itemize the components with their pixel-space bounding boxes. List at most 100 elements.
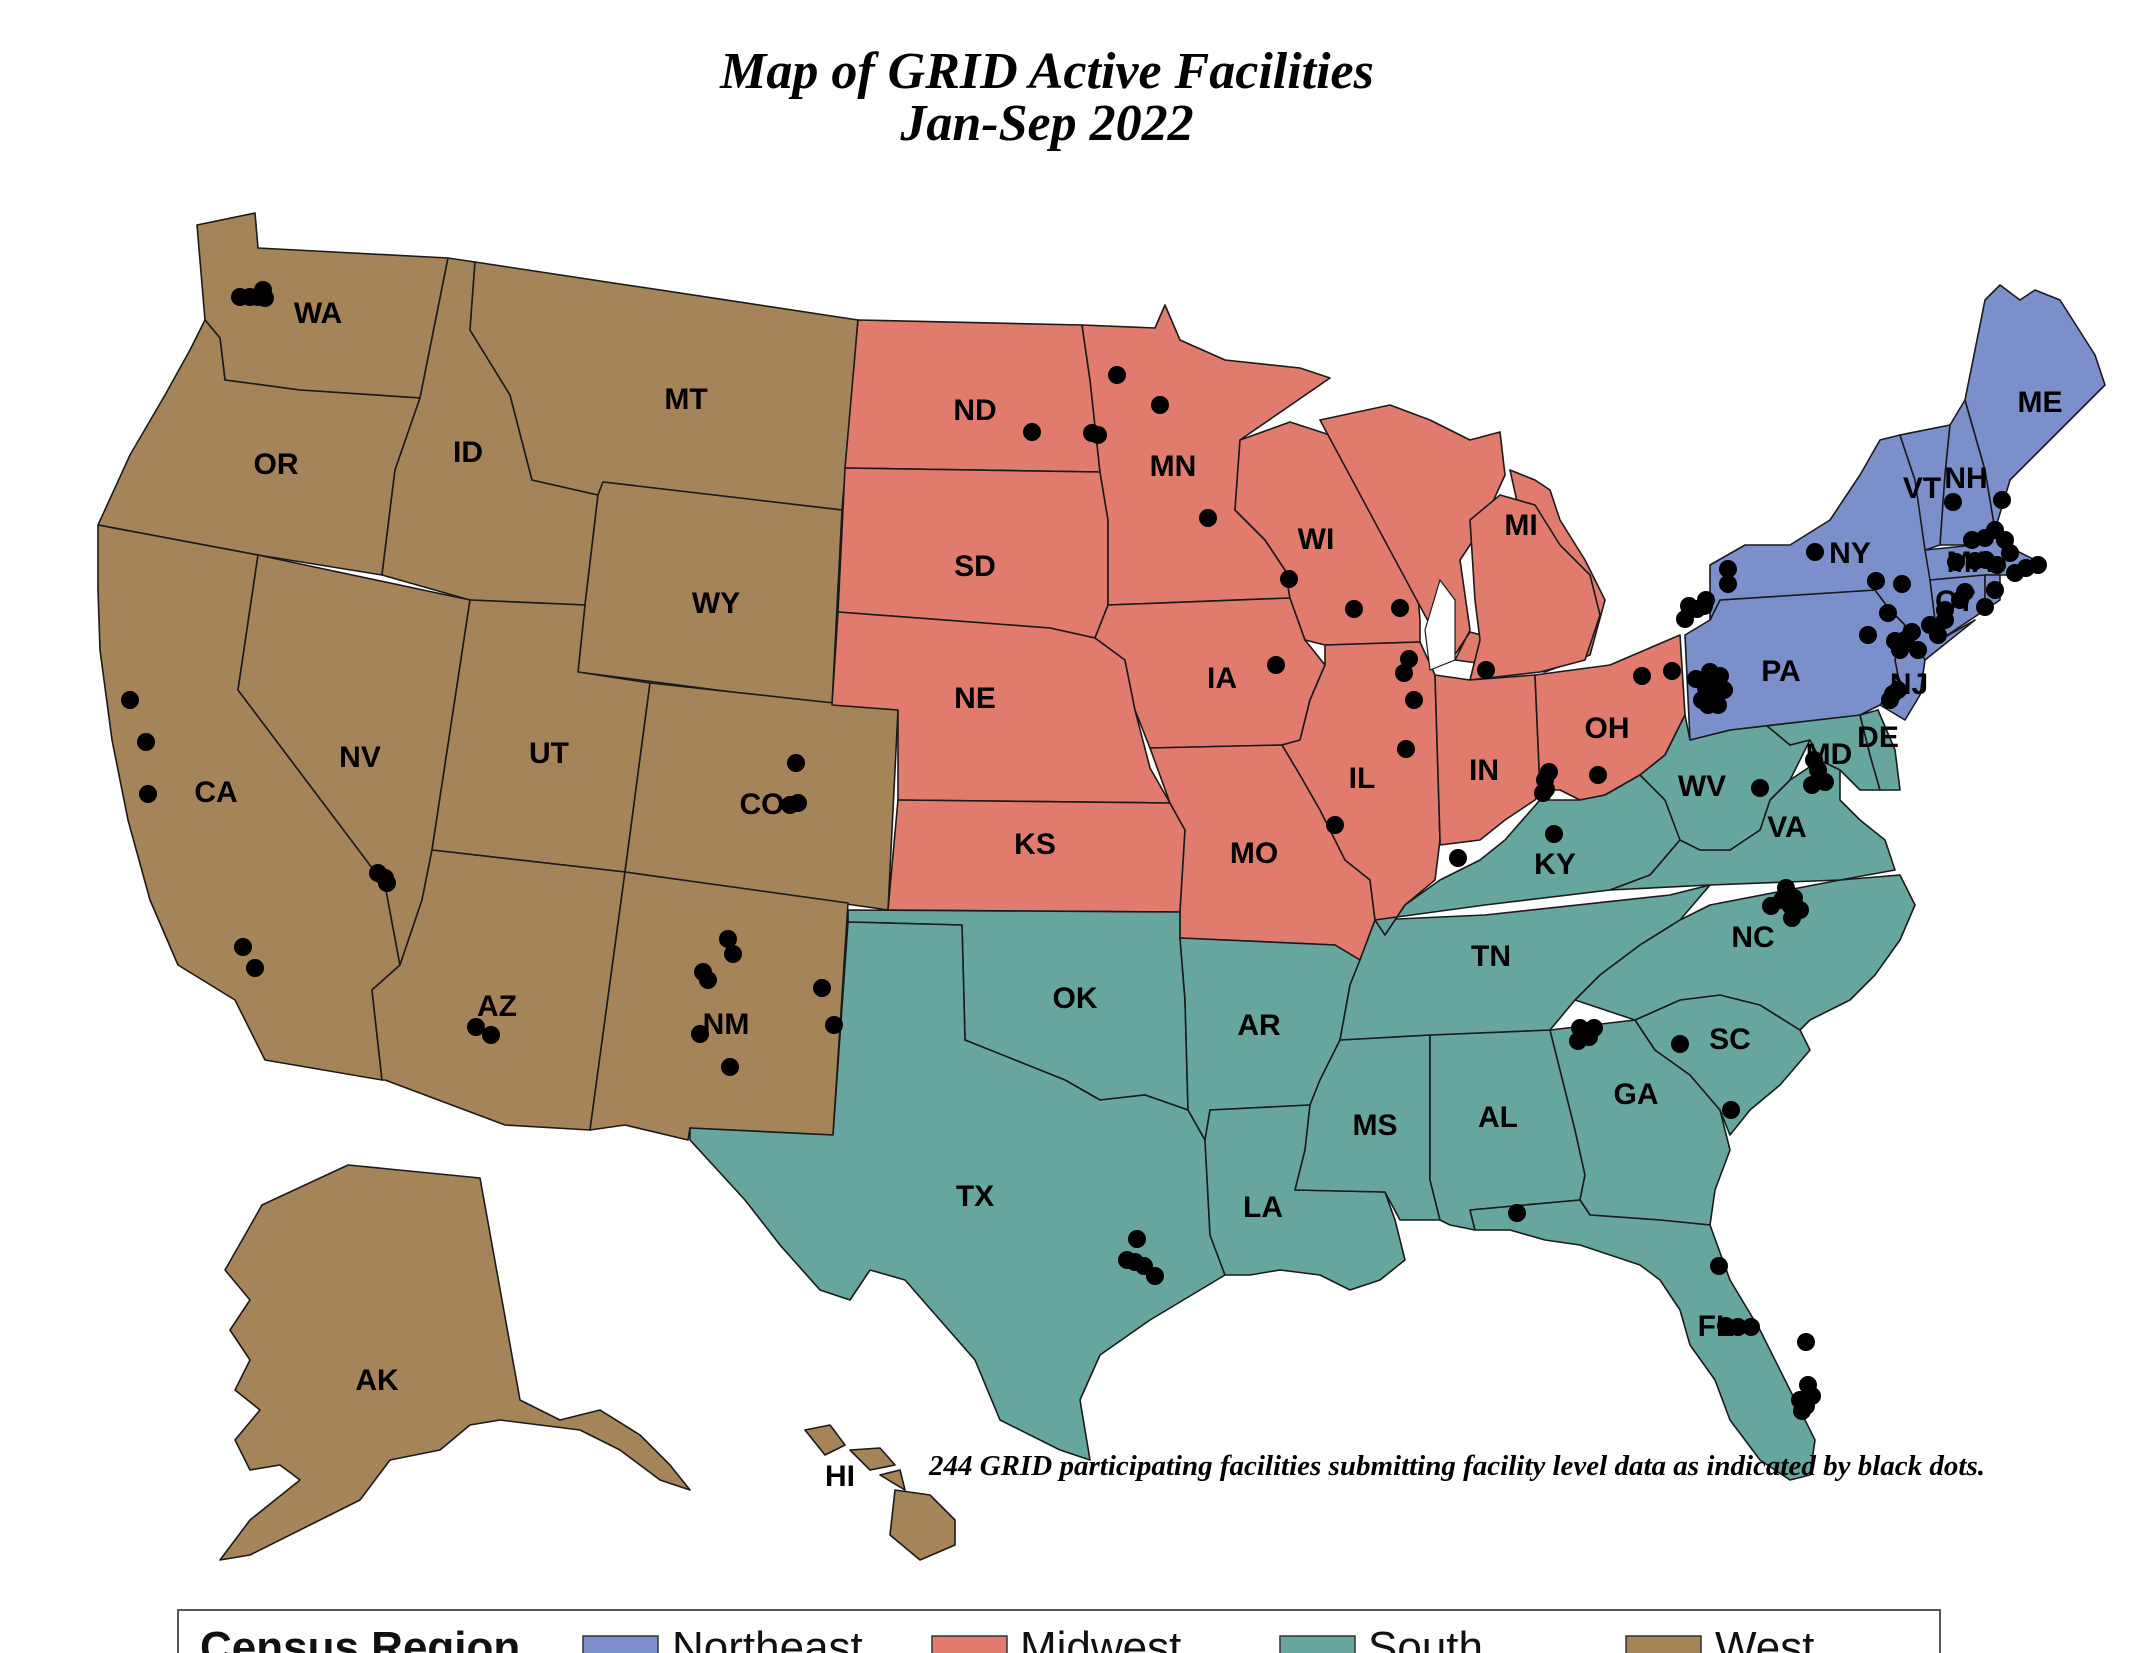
label-ne: NE [954, 682, 996, 715]
label-ar: AR [1237, 1009, 1281, 1042]
state-ky [1374, 774, 1681, 936]
state-tx [689, 921, 1226, 1461]
label-pa: PA [1761, 655, 1800, 688]
map-title-line1: Map of GRID Active Facilities [719, 43, 1374, 100]
facility-dot [1711, 667, 1729, 685]
facility-dot [1777, 879, 1795, 897]
facility-dot [1797, 1333, 1815, 1351]
region-south [689, 709, 1916, 1481]
facility-dot [813, 979, 831, 997]
facility-dot [2001, 544, 2019, 562]
facility-dot [1805, 751, 1823, 769]
label-ms: MS [1353, 1109, 1398, 1142]
label-la: LA [1243, 1191, 1283, 1224]
label-in: IN [1469, 754, 1499, 787]
label-mt: MT [664, 383, 707, 416]
facility-dot [1929, 626, 1947, 644]
label-nc: NC [1731, 921, 1774, 954]
legend-label-south: South [1368, 1623, 1483, 1653]
legend-title: Census Region [200, 1623, 520, 1653]
label-wa: WA [294, 297, 342, 330]
label-sd: SD [954, 550, 996, 583]
label-ny: NY [1829, 537, 1871, 570]
facility-dot [1534, 784, 1552, 802]
facility-dot [1710, 1257, 1728, 1275]
facility-dot [1108, 366, 1126, 384]
facility-dot [699, 971, 717, 989]
lake-michigan [1424, 578, 1456, 671]
label-or: OR [254, 448, 299, 481]
facility-dot [246, 959, 264, 977]
facility-note: 244 GRID participating facilities submit… [928, 1450, 1985, 1482]
facility-dot [1976, 598, 1994, 616]
facility-dot [467, 1018, 485, 1036]
facility-dot [721, 1058, 739, 1076]
facility-dot [1663, 662, 1681, 680]
label-vt: VT [1903, 472, 1941, 505]
facility-dot [1391, 599, 1409, 617]
label-az: AZ [477, 990, 517, 1023]
facility-dot [1993, 491, 2011, 509]
facility-dot [254, 281, 272, 299]
facility-dot [1128, 1230, 1146, 1248]
label-ca: CA [194, 776, 237, 809]
label-wv: WV [1678, 770, 1726, 803]
label-nv: NV [339, 741, 381, 774]
label-ks: KS [1014, 828, 1056, 861]
facility-dot [825, 1016, 843, 1034]
label-va: VA [1767, 811, 1806, 844]
label-co: CO [740, 788, 785, 821]
legend-swatch-northeast [582, 1635, 659, 1653]
state-nc [1574, 874, 1916, 1031]
label-wy: WY [692, 587, 740, 620]
facility-dot [1988, 556, 2006, 574]
facility-dot [1585, 1019, 1603, 1037]
facility-dot [1867, 572, 1885, 590]
label-oh: OH [1585, 712, 1630, 745]
legend-swatch-west [1625, 1635, 1702, 1653]
map-title-line2: Jan-Sep 2022 [899, 95, 1193, 152]
label-ak: AK [355, 1364, 399, 1397]
facility-dot [789, 794, 807, 812]
state-de [1859, 709, 1901, 791]
state-nm [589, 871, 849, 1141]
label-mi: MI [1504, 509, 1537, 542]
facility-dot [1715, 681, 1733, 699]
label-ok: OK [1053, 982, 1098, 1015]
facility-dots [121, 281, 2047, 1420]
label-me: ME [2018, 386, 2063, 419]
label-id: ID [453, 436, 483, 469]
label-nm: NM [703, 1008, 750, 1041]
facility-dot [1151, 396, 1169, 414]
facility-dot [1477, 661, 1495, 679]
label-mo: MO [1230, 837, 1278, 870]
state-ne [831, 611, 1171, 804]
facility-dot [1889, 681, 1907, 699]
facility-dot [1395, 664, 1413, 682]
label-ky: KY [1534, 848, 1576, 881]
facility-dot [139, 785, 157, 803]
legend: Census Region Northeast Midwest South We… [177, 1609, 1941, 1653]
state-fl [1469, 1199, 1816, 1481]
legend-label-west: West [1715, 1623, 1814, 1653]
label-tn: TN [1471, 940, 1511, 973]
facility-dot [1893, 575, 1911, 593]
legend-label-northeast: Northeast [672, 1623, 863, 1653]
facility-dot [2029, 556, 2047, 574]
label-ia: IA [1207, 662, 1237, 695]
facility-dot [787, 754, 805, 772]
facility-dot [1400, 650, 1418, 668]
facility-dot [1879, 604, 1897, 622]
label-hi: HI [825, 1460, 855, 1493]
facility-dot [234, 938, 252, 956]
facility-dot [1118, 1251, 1136, 1269]
state-in [1434, 674, 1541, 846]
facility-dot [1089, 426, 1107, 444]
facility-dot [1783, 909, 1801, 927]
facility-dot [376, 869, 394, 887]
facility-dot [1449, 849, 1467, 867]
facility-dot [1751, 779, 1769, 797]
facility-dot [1729, 1318, 1747, 1336]
facility-dot [1956, 583, 1974, 601]
